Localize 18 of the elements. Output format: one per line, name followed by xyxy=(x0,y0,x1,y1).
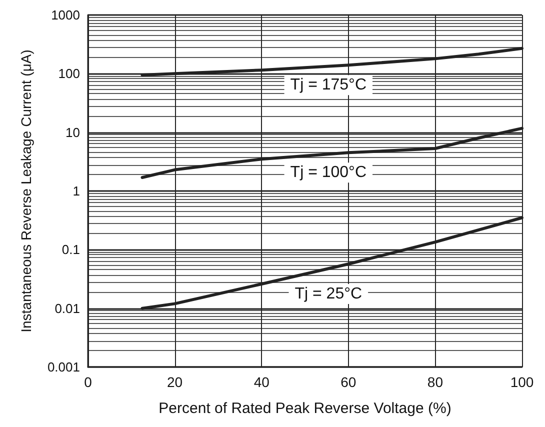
series-label: Tj = 25°C xyxy=(294,285,362,302)
x-tick-label: 80 xyxy=(427,374,444,390)
y-axis-title: Instantaneous Reverse Leakage Current (μA) xyxy=(18,50,34,332)
y-tick-label: 0.001 xyxy=(47,360,80,374)
series-label: Tj = 100°C xyxy=(290,164,367,182)
x-tick-label: 40 xyxy=(254,374,270,390)
y-tick-label: 100 xyxy=(58,66,80,82)
y-tick-label: 1000 xyxy=(51,8,80,22)
x-tick-label: 60 xyxy=(340,374,356,390)
x-tick-label: 100 xyxy=(510,374,534,390)
series-label: Tj = 175°C xyxy=(290,76,367,94)
y-tick-label: 0.1 xyxy=(62,242,80,258)
y-tick-label: 1 xyxy=(72,184,80,198)
x-tick-label: 0 xyxy=(84,374,92,390)
y-tick-label: 10 xyxy=(66,124,80,140)
x-tick-label: 20 xyxy=(167,374,183,390)
y-tick-label: 0.01 xyxy=(54,300,80,316)
x-axis-title: Percent of Rated Peak Reverse Voltage (%) xyxy=(158,400,452,417)
